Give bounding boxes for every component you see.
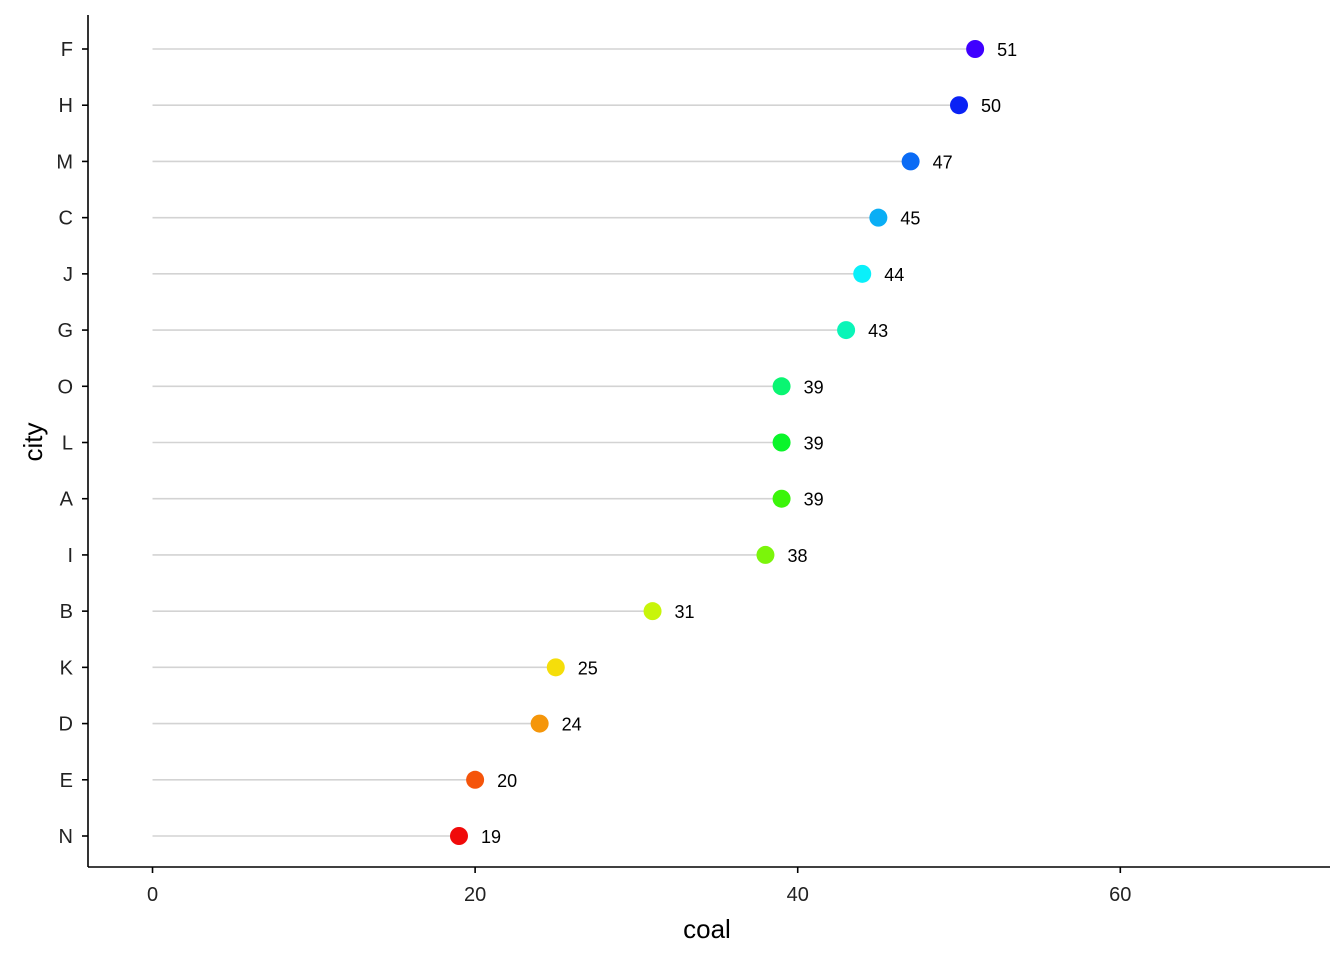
data-point — [853, 264, 872, 283]
points-layer — [449, 40, 985, 845]
data-point — [530, 714, 549, 733]
data-point — [950, 96, 969, 115]
y-tick-label: H — [59, 95, 73, 117]
data-point — [772, 377, 791, 396]
y-tick-label: M — [56, 151, 73, 173]
data-point — [966, 40, 985, 58]
y-tick-label: N — [59, 826, 73, 848]
axes-layer: F H M C J G O L A I B K D E N 0 20 40 60 — [56, 15, 1330, 906]
data-point — [449, 827, 468, 845]
data-point — [869, 208, 888, 227]
data-point — [546, 658, 565, 677]
y-tick-label: O — [57, 376, 73, 398]
y-tick-label: B — [60, 601, 73, 623]
data-label: 39 — [804, 434, 824, 454]
x-axis-title: coal — [683, 914, 731, 944]
y-tick-label: D — [59, 714, 73, 736]
y-tick-label: C — [59, 208, 73, 230]
y-tick-label: A — [60, 489, 74, 511]
data-labels-layer: 51 50 47 45 44 43 39 39 39 38 31 25 24 20 19 — [481, 40, 1017, 847]
data-point — [901, 152, 920, 171]
y-tick-label: K — [60, 657, 74, 679]
data-point — [772, 433, 791, 452]
data-label: 39 — [804, 490, 824, 510]
data-label: 44 — [884, 265, 904, 285]
segments-layer — [152, 48, 976, 837]
data-label: 39 — [804, 377, 824, 397]
y-tick-label: G — [57, 320, 73, 342]
data-point — [466, 770, 485, 789]
data-point — [772, 489, 791, 508]
data-label: 25 — [578, 658, 598, 678]
data-label: 19 — [481, 827, 501, 847]
data-point — [756, 545, 775, 564]
y-tick-label: E — [60, 770, 73, 792]
data-point — [837, 321, 856, 340]
x-tick-label: 20 — [464, 884, 486, 906]
data-label: 20 — [497, 771, 517, 791]
x-tick-label: 60 — [1109, 884, 1131, 906]
y-tick-label: I — [67, 545, 73, 567]
data-label: 38 — [787, 546, 807, 566]
data-point — [643, 602, 662, 621]
data-label: 47 — [933, 152, 953, 172]
y-axis-title: city — [18, 423, 48, 462]
data-label: 24 — [562, 715, 582, 735]
data-label: 50 — [981, 96, 1001, 116]
x-tick-label: 0 — [147, 884, 158, 906]
data-label: 31 — [675, 602, 695, 622]
y-tick-label: F — [61, 39, 73, 61]
y-tick-label: L — [62, 433, 73, 455]
y-tick-label: J — [63, 264, 73, 286]
data-label: 45 — [900, 209, 920, 229]
x-tick-label: 40 — [787, 884, 809, 906]
data-label: 43 — [868, 321, 888, 341]
data-label: 51 — [997, 40, 1017, 60]
